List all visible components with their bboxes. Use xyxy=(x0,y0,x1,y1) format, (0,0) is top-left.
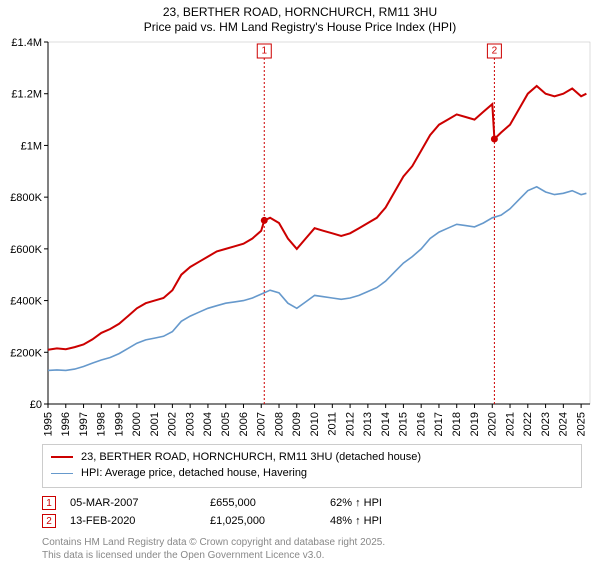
svg-text:£1M: £1M xyxy=(21,141,42,153)
sale-marker-box: 1 xyxy=(42,496,56,510)
svg-text:2022: 2022 xyxy=(522,412,534,436)
footer-line: This data is licensed under the Open Gov… xyxy=(42,549,600,562)
sale-marker-num: 2 xyxy=(46,516,52,527)
svg-text:£400K: £400K xyxy=(10,296,42,308)
svg-text:2005: 2005 xyxy=(220,412,232,436)
sales-row: 1 05-MAR-2007 £655,000 62% ↑ HPI xyxy=(42,494,582,512)
svg-text:2001: 2001 xyxy=(149,412,161,436)
svg-text:2007: 2007 xyxy=(256,412,268,436)
sale-price: £1,025,000 xyxy=(210,515,330,527)
svg-text:2011: 2011 xyxy=(327,412,339,436)
sale-price: £655,000 xyxy=(210,497,330,509)
svg-text:1996: 1996 xyxy=(60,412,72,436)
legend-swatch xyxy=(51,456,73,458)
svg-text:2020: 2020 xyxy=(487,412,499,436)
svg-text:2009: 2009 xyxy=(291,412,303,436)
sales-row: 2 13-FEB-2020 £1,025,000 48% ↑ HPI xyxy=(42,512,582,530)
svg-text:2012: 2012 xyxy=(344,412,356,436)
event-marker-num: 1 xyxy=(261,46,267,57)
sales-table: 1 05-MAR-2007 £655,000 62% ↑ HPI 2 13-FE… xyxy=(42,494,582,530)
svg-text:2002: 2002 xyxy=(167,412,179,436)
svg-text:2021: 2021 xyxy=(504,412,516,436)
event-marker-num: 2 xyxy=(492,46,498,57)
sale-date: 05-MAR-2007 xyxy=(70,497,210,509)
svg-text:2025: 2025 xyxy=(575,412,587,436)
event-dot xyxy=(491,136,498,143)
legend: 23, BERTHER ROAD, HORNCHURCH, RM11 3HU (… xyxy=(42,444,582,488)
svg-text:£800K: £800K xyxy=(10,192,42,204)
sale-date: 13-FEB-2020 xyxy=(70,515,210,527)
price-chart: £0 £200K £400K £600K £800K £1M £1.2M £1.4M 1995 1… xyxy=(0,34,600,444)
legend-label: 23, BERTHER ROAD, HORNCHURCH, RM11 3HU (… xyxy=(81,451,421,463)
legend-row: HPI: Average price, detached house, Have… xyxy=(51,465,573,481)
svg-text:2003: 2003 xyxy=(184,412,196,436)
svg-text:2015: 2015 xyxy=(398,412,410,436)
svg-text:2017: 2017 xyxy=(433,412,445,436)
title-line-2: Price paid vs. HM Land Registry's House … xyxy=(0,20,600,34)
svg-text:2024: 2024 xyxy=(558,412,570,436)
svg-text:2018: 2018 xyxy=(451,412,463,436)
svg-text:2016: 2016 xyxy=(415,412,427,436)
footer-attribution: Contains HM Land Registry data © Crown c… xyxy=(42,536,600,562)
legend-row: 23, BERTHER ROAD, HORNCHURCH, RM11 3HU (… xyxy=(51,449,573,465)
sale-hpi: 62% ↑ HPI xyxy=(330,497,382,509)
svg-text:£0: £0 xyxy=(30,399,42,411)
sale-hpi: 48% ↑ HPI xyxy=(330,515,382,527)
svg-text:2004: 2004 xyxy=(202,412,214,436)
svg-text:1995: 1995 xyxy=(42,412,54,436)
legend-swatch xyxy=(51,473,73,474)
svg-text:1999: 1999 xyxy=(113,412,125,436)
svg-text:£600K: £600K xyxy=(10,244,42,256)
svg-text:2010: 2010 xyxy=(309,412,321,436)
svg-text:2008: 2008 xyxy=(273,412,285,436)
title-line-1: 23, BERTHER ROAD, HORNCHURCH, RM11 3HU xyxy=(0,4,600,20)
svg-text:2023: 2023 xyxy=(540,412,552,436)
sale-marker-box: 2 xyxy=(42,514,56,528)
svg-text:£1.4M: £1.4M xyxy=(11,37,42,49)
svg-text:2013: 2013 xyxy=(362,412,374,436)
svg-text:£200K: £200K xyxy=(10,347,42,359)
footer-line: Contains HM Land Registry data © Crown c… xyxy=(42,536,600,549)
svg-text:1997: 1997 xyxy=(78,412,90,436)
svg-text:2019: 2019 xyxy=(469,412,481,436)
svg-text:2006: 2006 xyxy=(238,412,250,436)
svg-text:£1.2M: £1.2M xyxy=(11,89,42,101)
sale-marker-num: 1 xyxy=(46,498,52,509)
svg-text:2014: 2014 xyxy=(380,412,392,436)
hpi-line xyxy=(48,187,586,371)
event-dot xyxy=(261,217,268,224)
svg-text:1998: 1998 xyxy=(96,412,108,436)
legend-label: HPI: Average price, detached house, Have… xyxy=(81,467,307,479)
property-line xyxy=(48,86,586,350)
svg-text:2000: 2000 xyxy=(131,412,143,436)
